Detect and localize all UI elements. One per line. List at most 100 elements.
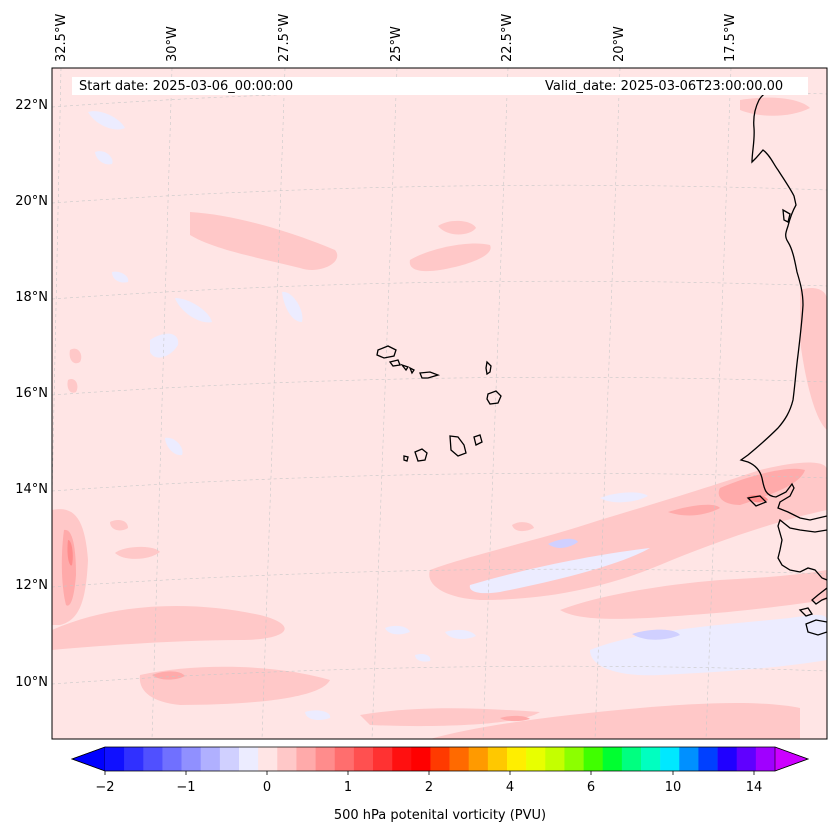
pv-contour-patch — [165, 437, 183, 456]
pv-contour-patch — [438, 220, 476, 235]
longitude-label: 17.5°W — [723, 13, 738, 62]
pv-contour-patch — [548, 538, 578, 548]
colorbar-tick-label: 0 — [262, 780, 272, 795]
colorbar-swatch — [200, 747, 221, 771]
cape-verde-island — [486, 390, 502, 405]
cape-verde-island — [449, 435, 467, 457]
latitude-label: 22°N — [15, 98, 48, 113]
colorbar-swatch — [239, 747, 259, 771]
cape-verde-island — [408, 366, 415, 375]
pv-contour-patch — [67, 379, 78, 393]
pv-contour-fill — [52, 97, 827, 739]
cape-verde-island — [473, 434, 483, 446]
colorbar-title: 500 hPa potenital vorticity (PVU) — [333, 808, 547, 823]
map-area — [52, 68, 827, 739]
colorbar-swatch — [602, 747, 623, 771]
colorbar-swatch — [468, 747, 489, 771]
colorbar-swatch — [143, 747, 163, 771]
colorbar-swatch — [334, 747, 355, 771]
colorbar-swatch — [755, 747, 776, 771]
colorbar-tick-label: 2 — [424, 780, 434, 795]
colorbar-swatch — [449, 747, 470, 771]
colorbar-swatch — [277, 747, 297, 771]
pv-contour-patch — [560, 570, 827, 619]
colorbar-swatch — [526, 747, 546, 771]
colorbar-swatch — [315, 747, 336, 771]
colorbar-swatch — [679, 747, 699, 771]
cape-verde-island — [376, 345, 397, 359]
latitude-label: 18°N — [15, 290, 48, 305]
colorbar-swatch — [258, 747, 278, 771]
cape-verde-island — [419, 371, 441, 379]
pv-contour-patch — [95, 151, 113, 165]
pv-contour-patch — [409, 243, 491, 272]
pv-contour-patch — [69, 348, 82, 364]
latitude-label: 16°N — [15, 386, 48, 401]
colorbar-swatch — [430, 747, 450, 771]
pv-contour-patch — [152, 671, 185, 680]
pv-contour-patch — [88, 111, 125, 130]
longitude-gridline — [151, 68, 173, 739]
colorbar-tick-label: −1 — [176, 780, 196, 795]
pv-contour-patch — [600, 492, 648, 503]
pv-contour-patch — [190, 212, 338, 270]
colorbar-swatch — [124, 747, 144, 771]
colorbar-swatch — [392, 747, 412, 771]
colorbar-tick-label: 1 — [343, 780, 353, 795]
latitude-label: 12°N — [15, 578, 48, 593]
africa-coastline — [739, 89, 827, 521]
latitude-label: 20°N — [15, 194, 48, 209]
colorbar-swatch — [717, 747, 738, 771]
longitude-label: 20°W — [612, 26, 627, 62]
cape-verde-island — [400, 363, 410, 372]
pv-contour-patch — [718, 468, 805, 505]
latitude-label: 10°N — [15, 675, 48, 690]
colorbar-over-arrow — [774, 746, 809, 772]
colorbar — [70, 746, 810, 775]
colorbar-swatch — [105, 747, 125, 771]
colorbar-swatch — [641, 747, 661, 771]
pv-contour-patch — [800, 288, 827, 430]
pv-contour-patch — [150, 333, 179, 358]
pv-contour-patch — [52, 605, 285, 650]
africa-coastline — [746, 495, 768, 507]
pv-contour-patch — [282, 291, 303, 322]
coastline — [376, 89, 827, 636]
longitude-label: 30°W — [165, 26, 180, 62]
pv-contour-patch — [469, 548, 650, 594]
longitude-gridline — [705, 68, 732, 739]
longitude-gridline — [594, 68, 621, 739]
valid-date-label: Valid_date: 2025-03-06T23:00:00.00 — [545, 78, 784, 95]
colorbar-swatch — [621, 747, 642, 771]
map-frame — [51, 67, 828, 740]
colorbar-swatch — [507, 747, 527, 771]
cape-verde-island — [414, 448, 428, 462]
africa-coastline — [777, 518, 827, 581]
map-gridlines — [52, 68, 827, 739]
africa-coastline — [811, 587, 827, 605]
colorbar-tick-label: 14 — [745, 780, 763, 795]
pv-contour-patch — [430, 703, 800, 739]
pv-contour-patch — [590, 614, 827, 676]
colorbar-tick-label: 10 — [664, 780, 682, 795]
colorbar-swatch — [736, 747, 757, 771]
colorbar-tick-label: 4 — [505, 780, 515, 795]
longitude-label: 25°W — [389, 26, 404, 62]
africa-coastline — [782, 208, 791, 223]
colorbar-swatch — [545, 747, 565, 771]
pv-contour-patch — [61, 529, 76, 606]
colorbar-swatch — [181, 747, 202, 771]
pv-contour-patch — [668, 504, 720, 516]
pv-contour-patch — [632, 629, 680, 640]
latitude-label: 14°N — [15, 482, 48, 497]
colorbar-swatch — [296, 747, 316, 771]
pv-contour-patch — [415, 653, 431, 662]
start-date-label: Start date: 2025-03-06_00:00:00 — [79, 78, 294, 95]
colorbar-swatch — [411, 747, 431, 771]
pv-contour-patch — [305, 710, 331, 720]
africa-coastline — [798, 607, 814, 617]
pv-contour-patch — [500, 715, 530, 722]
colorbar-swatch — [373, 747, 393, 771]
